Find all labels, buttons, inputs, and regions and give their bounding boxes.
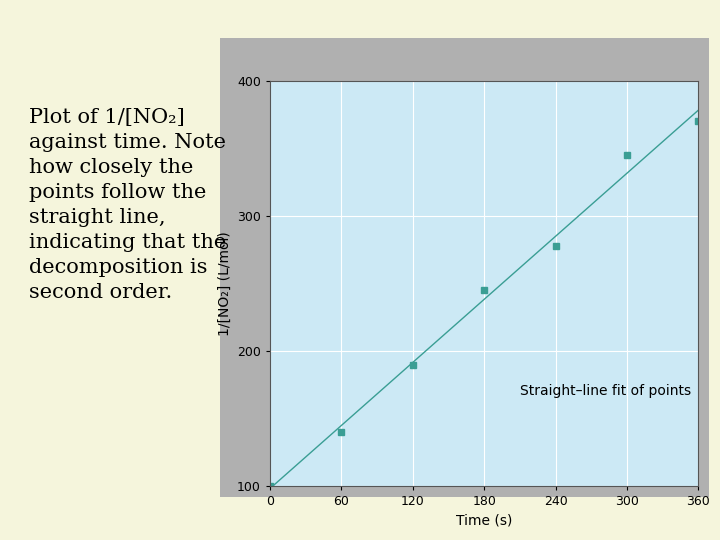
X-axis label: Time (s): Time (s) bbox=[456, 514, 513, 528]
Text: Straight–line fit of points: Straight–line fit of points bbox=[520, 384, 691, 399]
Y-axis label: 1/[NO₂] (L/mol): 1/[NO₂] (L/mol) bbox=[217, 231, 232, 336]
Text: Plot of 1/[NO₂]
against time. Note
how closely the
points follow the
straight li: Plot of 1/[NO₂] against time. Note how c… bbox=[29, 108, 226, 302]
